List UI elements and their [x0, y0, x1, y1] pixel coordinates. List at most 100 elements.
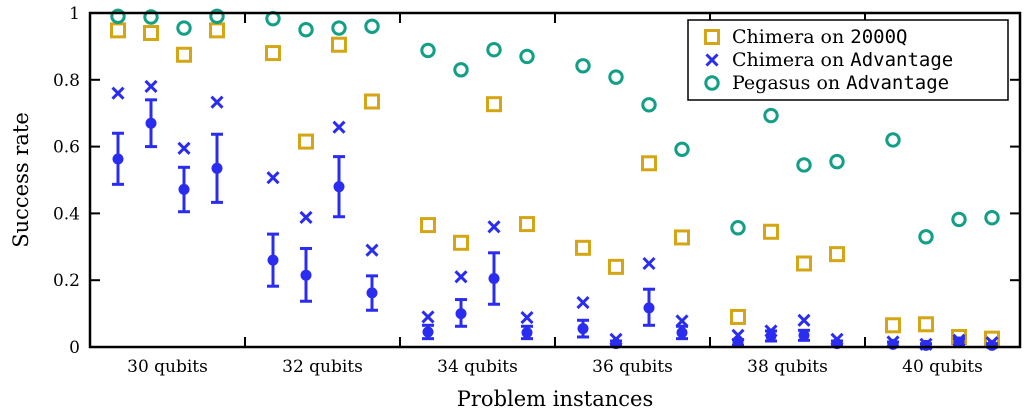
- error-bar: [953, 336, 965, 348]
- chimera-advantage-point: [642, 256, 656, 271]
- legend-entry-device: Advantage: [850, 49, 953, 71]
- chimera-advantage-point: [144, 79, 158, 94]
- chimera-advantage-point: [266, 171, 280, 185]
- chimera-2000q-point: [298, 133, 314, 150]
- error-bar-mean-point: [422, 326, 434, 338]
- pegasus-advantage-point: [674, 141, 690, 157]
- legend-entry: Chimera on 2000Q: [732, 26, 907, 48]
- pegasus-advantage-point: [110, 8, 126, 25]
- series-chimera-advantage: [111, 79, 999, 351]
- y-tick-label: 0: [69, 338, 80, 358]
- chimera-2000q-point: [110, 22, 126, 39]
- x-axis-label: Problem instances: [457, 387, 653, 411]
- chimera-advantage-point-stroke: [454, 270, 468, 284]
- chimera-2000q-point: [730, 308, 746, 325]
- chimera-advantage-point-stroke: [421, 310, 435, 324]
- error-bar: [333, 155, 345, 219]
- chimera-advantage-point-stroke: [299, 210, 313, 224]
- chimera-advantage-point-stroke: [520, 311, 534, 325]
- pegasus-advantage-point: [575, 58, 591, 74]
- pegasus-advantage-point: [984, 210, 1000, 226]
- pegasus-advantage-point: [420, 42, 436, 59]
- error-bar: [798, 328, 810, 342]
- legend-entry-device: Advantage: [846, 72, 949, 94]
- chimera-advantage-point: [210, 95, 224, 109]
- error-bar: [732, 337, 744, 349]
- y-tick-label: 1: [69, 4, 80, 24]
- legend-entry-topology: Pegasus on: [732, 72, 846, 94]
- y-tick-label: 0.8: [53, 71, 80, 91]
- pegasus-advantage-point: [364, 18, 380, 35]
- axis-ticks: [90, 12, 1020, 348]
- error-bar-mean-point: [953, 336, 965, 348]
- error-bar-mean-point: [577, 323, 589, 335]
- pegasus-advantage-point: [951, 211, 967, 228]
- y-tick-label: 0.6: [53, 138, 80, 158]
- chimera-2000q-point: [575, 239, 591, 256]
- chimera-advantage-point-stroke: [675, 314, 689, 328]
- error-bar-mean-point: [986, 339, 998, 351]
- pegasus-advantage-point: [143, 9, 159, 25]
- error-bar: [643, 287, 655, 327]
- pegasus-advantage-point: [763, 107, 779, 124]
- chimera-advantage-point-stroke: [642, 256, 656, 271]
- error-bar: [300, 246, 312, 303]
- pegasus-advantage-point: [829, 153, 845, 170]
- chimera-advantage-point-stroke: [365, 243, 379, 257]
- chimera-advantage-point: [421, 310, 435, 324]
- error-bar: [986, 339, 998, 351]
- chimera-2000q-point: [209, 22, 225, 39]
- chimera-advantage-point: [520, 311, 534, 325]
- error-bar-mean-point: [211, 162, 223, 174]
- error-bar-mean-point: [765, 330, 777, 342]
- error-bar-mean-point: [333, 181, 345, 193]
- pegasus-advantage-point: [453, 62, 469, 78]
- x-group-label: 30 qubits: [127, 357, 208, 377]
- chimera-advantage-point: [675, 314, 689, 328]
- chimera-advantage-point-stroke: [332, 120, 346, 134]
- chimera-2000q-point: [420, 217, 436, 234]
- chimera-advantage-point: [365, 243, 379, 257]
- y-tick-label: 0.4: [53, 204, 80, 224]
- x-group-label: 36 qubits: [592, 357, 673, 377]
- legend-entry-topology: Chimera on: [732, 26, 850, 48]
- error-bar-mean-point: [178, 183, 190, 195]
- error-bar: [455, 298, 467, 328]
- chimera-advantage-point: [332, 120, 346, 134]
- legend-entry-device: 2000Q: [850, 26, 907, 48]
- error-bar: [267, 232, 279, 288]
- chimera-2000q-point: [829, 246, 845, 263]
- pegasus-advantage-point: [519, 48, 535, 65]
- error-bar-mean-point: [643, 302, 655, 314]
- legend-marker: [705, 53, 719, 67]
- series-error-bars: [112, 98, 998, 351]
- pegasus-advantage-point: [298, 22, 314, 38]
- pegasus-advantage-point: [641, 97, 657, 113]
- error-bar-mean-point: [267, 254, 279, 266]
- series-chimera-2000q: [110, 22, 1000, 347]
- chimera-2000q-point: [918, 316, 934, 333]
- series-pegasus-advantage: [110, 8, 1000, 245]
- x-group-label: 32 qubits: [282, 357, 363, 377]
- plot-marks: [110, 8, 1000, 351]
- error-bar-mean-point: [488, 273, 500, 285]
- legend-marker: [704, 29, 720, 45]
- pegasus-advantage-point: [265, 10, 281, 27]
- chimera-advantage-point-stroke: [487, 220, 501, 234]
- error-bar-mean-point: [145, 117, 157, 129]
- error-bar-mean-point: [300, 269, 312, 281]
- chimera-2000q-point: [265, 45, 281, 62]
- chimera-2000q-point: [143, 25, 159, 42]
- chimera-advantage-point: [797, 313, 811, 327]
- error-bar-mean-point: [676, 327, 688, 339]
- x-group-label: 40 qubits: [902, 357, 983, 377]
- error-bar-mean-point: [455, 308, 467, 320]
- chimera-advantage-point-stroke: [797, 313, 811, 327]
- error-bar-mean-point: [798, 329, 810, 341]
- chimera-advantage-point: [111, 86, 125, 100]
- legend-box: [687, 19, 1009, 101]
- error-bar: [366, 274, 378, 312]
- x-group-label: 34 qubits: [437, 357, 518, 377]
